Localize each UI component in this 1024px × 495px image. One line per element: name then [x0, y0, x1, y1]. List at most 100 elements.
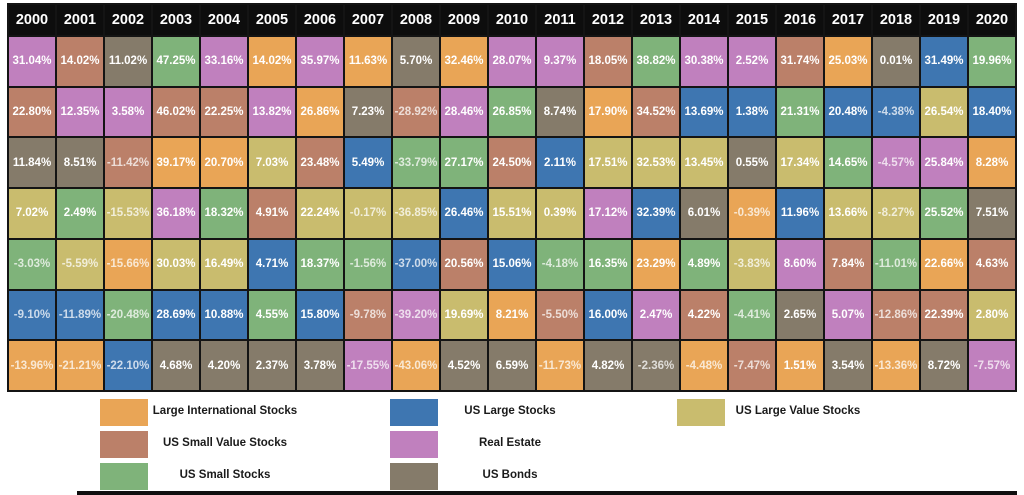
return-cell-2008-B: 5.70%: [393, 37, 439, 86]
return-cell-2018-I: -13.36%: [873, 341, 919, 390]
year-header-2019: 2019: [921, 5, 967, 35]
return-cell-2008-I: -43.06%: [393, 341, 439, 390]
year-header-2005: 2005: [249, 5, 295, 35]
return-cell-2010-S: 26.85%: [489, 87, 535, 137]
year-header-2004: 2004: [201, 5, 247, 35]
return-cell-2020-LV: 2.80%: [969, 290, 1015, 340]
year-header-2007: 2007: [345, 5, 391, 35]
return-cell-2003-SV: 46.02%: [153, 87, 199, 137]
return-cell-2002-SV: -11.42%: [105, 138, 151, 188]
year-header-2020: 2020: [969, 5, 1015, 35]
return-cell-2020-SV: 4.63%: [969, 239, 1015, 289]
return-cell-2013-B: -2.36%: [633, 341, 679, 390]
return-cell-2013-SV: 34.52%: [633, 87, 679, 137]
bottom-border-bar: [77, 491, 1017, 495]
return-cell-2005-SV: 4.91%: [249, 189, 295, 238]
year-header-2008: 2008: [393, 5, 439, 35]
return-cell-2014-B: 6.01%: [681, 189, 727, 238]
return-cell-2000-S: -3.03%: [9, 239, 55, 289]
return-cell-2015-LV: -3.83%: [729, 239, 775, 289]
return-cell-2013-RE: 2.47%: [633, 290, 679, 340]
return-cell-2017-SV: 7.84%: [825, 239, 871, 289]
return-cell-2012-L: 16.00%: [585, 290, 631, 340]
return-cell-2009-I: 32.46%: [441, 37, 487, 86]
return-cell-2009-SV: 20.56%: [441, 239, 487, 289]
return-cell-2007-L: 5.49%: [345, 138, 391, 188]
return-cell-2003-I: 39.17%: [153, 138, 199, 188]
return-cell-2016-B: 2.65%: [777, 290, 823, 340]
return-cell-2004-L: 10.88%: [201, 290, 247, 340]
legend-swatch-RE: [390, 431, 438, 458]
return-cell-2003-S: 47.25%: [153, 37, 199, 86]
return-cell-2018-LV: -8.27%: [873, 189, 919, 238]
return-cell-2014-S: 4.89%: [681, 239, 727, 289]
legend-label-SV: US Small Value Stocks: [162, 437, 287, 449]
return-cell-2012-I: 17.90%: [585, 87, 631, 137]
return-cell-2006-S: 18.37%: [297, 239, 343, 289]
legend-label-S: US Small Stocks: [179, 469, 271, 481]
year-header-2001: 2001: [57, 5, 103, 35]
return-cell-2019-B: 8.72%: [921, 341, 967, 390]
return-cell-2005-I: 14.02%: [249, 37, 295, 86]
return-cell-2013-LV: 32.53%: [633, 138, 679, 188]
return-cell-2006-RE: 35.97%: [297, 37, 343, 86]
return-cell-2000-I: -13.96%: [9, 341, 55, 390]
return-cell-2006-B: 3.78%: [297, 341, 343, 390]
return-cell-2014-L: 13.69%: [681, 87, 727, 137]
return-cell-2014-I: -4.48%: [681, 341, 727, 390]
return-cell-2010-I: 8.21%: [489, 290, 535, 340]
return-cell-2018-L: -4.38%: [873, 87, 919, 137]
return-cell-2000-RE: 31.04%: [9, 37, 55, 86]
return-cell-2000-L: -9.10%: [9, 290, 55, 340]
return-cell-2008-RE: -39.20%: [393, 290, 439, 340]
return-cell-2013-I: 23.29%: [633, 239, 679, 289]
return-cell-2017-B: 3.54%: [825, 341, 871, 390]
return-cell-2012-S: 16.35%: [585, 239, 631, 289]
return-cell-2007-S: -1.56%: [345, 239, 391, 289]
return-cell-2012-SV: 18.05%: [585, 37, 631, 86]
return-cell-2010-RE: 28.07%: [489, 37, 535, 86]
return-cell-2017-L: 20.48%: [825, 87, 871, 137]
return-cell-2002-L: -22.10%: [105, 341, 151, 390]
return-cell-2004-B: 4.20%: [201, 341, 247, 390]
asset-returns-grid: 2000 31.04% 22.80% 11.84% 7.02% -3.03% -9.10% -…: [7, 3, 1017, 392]
return-cell-2017-RE: 5.07%: [825, 290, 871, 340]
return-cell-2004-S: 18.32%: [201, 189, 247, 238]
return-cell-2018-B: 0.01%: [873, 37, 919, 86]
return-cell-2017-LV: 13.66%: [825, 189, 871, 238]
return-cell-2019-SV: 22.39%: [921, 290, 967, 340]
return-cell-2004-RE: 33.16%: [201, 37, 247, 86]
return-cell-2000-SV: 22.80%: [9, 87, 55, 137]
return-cell-2007-B: 7.23%: [345, 87, 391, 137]
return-cell-2016-SV: 31.74%: [777, 37, 823, 86]
legend-label-I: Large International Stocks: [152, 405, 298, 417]
return-cell-2015-L: 1.38%: [729, 87, 775, 137]
return-cell-2015-I: -0.39%: [729, 189, 775, 238]
return-cell-2005-B: 2.37%: [249, 341, 295, 390]
legend-swatch-L: [390, 399, 438, 426]
year-header-2014: 2014: [681, 5, 727, 35]
return-cell-2001-L: -11.89%: [57, 290, 103, 340]
legend-label-L: US Large Stocks: [464, 405, 556, 417]
return-cell-2006-SV: 23.48%: [297, 138, 343, 188]
legend-swatch-B: [390, 463, 438, 490]
return-cell-2011-RE: 9.37%: [537, 37, 583, 86]
return-cell-2013-L: 32.39%: [633, 189, 679, 238]
legend-swatch-I: [100, 399, 148, 426]
return-cell-2014-SV: 4.22%: [681, 290, 727, 340]
return-cell-2000-LV: 7.02%: [9, 189, 55, 238]
return-cell-2001-I: -21.21%: [57, 341, 103, 390]
return-cell-2001-SV: 14.02%: [57, 37, 103, 86]
return-cell-2007-I: 11.63%: [345, 37, 391, 86]
return-cell-2005-S: 4.55%: [249, 290, 295, 340]
return-cell-2019-L: 31.49%: [921, 37, 967, 86]
return-cell-2003-LV: 30.03%: [153, 239, 199, 289]
return-cell-2010-L: 15.06%: [489, 239, 535, 289]
return-cell-2008-SV: -28.92%: [393, 87, 439, 137]
year-header-2006: 2006: [297, 5, 343, 35]
year-header-2003: 2003: [153, 5, 199, 35]
return-cell-2019-RE: 25.84%: [921, 138, 967, 188]
return-cell-2011-B: 8.74%: [537, 87, 583, 137]
return-cell-2009-S: 27.17%: [441, 138, 487, 188]
return-cell-2007-LV: -0.17%: [345, 189, 391, 238]
